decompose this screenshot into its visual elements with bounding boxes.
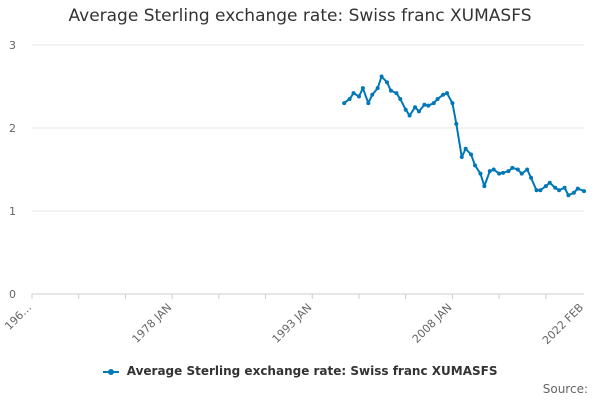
data-point <box>515 167 520 172</box>
y-tick-label: 3 <box>9 39 16 52</box>
data-point <box>571 190 576 195</box>
grid-lines <box>32 44 584 212</box>
x-tick-label: 2008 JAN <box>410 301 455 346</box>
data-point <box>356 94 361 99</box>
y-tick-label: 2 <box>9 122 16 135</box>
data-point <box>422 102 427 107</box>
data-point <box>469 152 474 157</box>
data-point <box>351 91 356 96</box>
data-point <box>566 193 571 198</box>
data-point <box>506 169 511 174</box>
x-axis: 196… 1978 JAN 1993 JAN 2008 JAN 2022 FEB <box>2 293 586 347</box>
data-point <box>450 101 455 106</box>
data-point <box>487 169 492 174</box>
legend-marker-icon <box>102 368 119 375</box>
data-point <box>444 91 449 96</box>
data-point <box>478 171 483 176</box>
data-point <box>491 167 496 172</box>
data-point <box>435 96 440 101</box>
y-axis-ticks: 0 1 2 3 <box>9 39 16 301</box>
data-point <box>525 167 530 172</box>
chart-title: Average Sterling exchange rate: Swiss fr… <box>68 6 532 26</box>
legend[interactable]: Average Sterling exchange rate: Swiss fr… <box>0 364 600 378</box>
data-point <box>557 188 562 193</box>
series-line <box>343 75 585 197</box>
data-point <box>388 88 393 93</box>
data-point <box>582 189 586 194</box>
data-point <box>360 86 365 91</box>
source-credit[interactable]: Source: <box>542 382 588 396</box>
data-point <box>394 91 399 96</box>
data-point <box>416 109 421 114</box>
x-tick-label: 2022 FEB <box>540 301 586 347</box>
data-point <box>543 184 548 189</box>
data-point <box>519 171 524 176</box>
data-point <box>534 188 539 193</box>
data-point <box>575 186 580 191</box>
data-point <box>413 105 418 110</box>
data-point <box>403 107 408 112</box>
data-point <box>463 146 468 151</box>
x-tick-label: 1978 JAN <box>130 301 175 346</box>
data-point <box>379 74 384 79</box>
data-point <box>562 185 567 190</box>
data-point <box>482 184 487 189</box>
data-point <box>385 80 390 85</box>
data-point <box>553 185 558 190</box>
data-point <box>370 92 375 97</box>
x-tick-label: 196… <box>2 301 34 333</box>
data-point <box>366 101 371 106</box>
x-tick-label: 1993 JAN <box>270 301 315 346</box>
data-point <box>398 96 403 101</box>
data-point <box>454 121 459 126</box>
data-point <box>375 86 380 91</box>
data-point <box>347 96 352 101</box>
data-point <box>441 92 446 97</box>
data-point <box>426 103 431 108</box>
data-point <box>529 175 534 180</box>
data-point <box>407 113 412 118</box>
data-point <box>459 155 464 160</box>
legend-label: Average Sterling exchange rate: Swiss fr… <box>126 364 498 378</box>
y-tick-label: 1 <box>9 205 16 218</box>
data-point <box>538 188 543 193</box>
data-point <box>431 101 436 106</box>
data-point <box>547 180 552 185</box>
data-point <box>497 171 502 176</box>
y-tick-label: 0 <box>9 288 16 301</box>
data-point <box>473 163 478 168</box>
series-layer <box>342 74 586 198</box>
data-point <box>510 165 515 170</box>
data-point <box>501 170 506 175</box>
data-point <box>342 101 347 106</box>
